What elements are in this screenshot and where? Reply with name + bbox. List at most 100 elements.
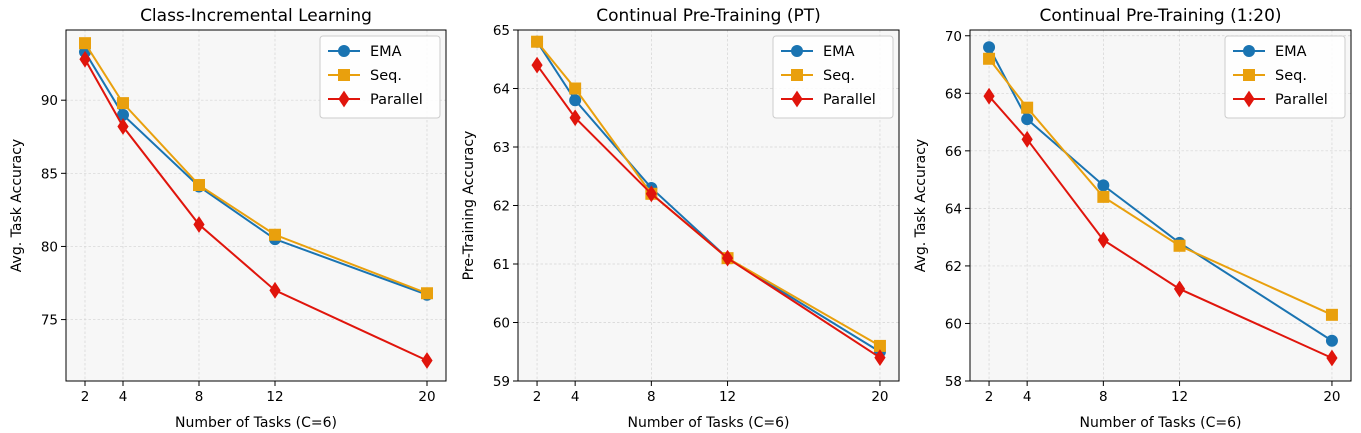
x-axis-label: Number of Tasks (C=6) <box>175 415 337 431</box>
data-point <box>569 82 582 95</box>
data-point <box>1021 130 1033 148</box>
legend-marker <box>1243 45 1255 57</box>
y-axis-label: Avg. Task Accuracy <box>9 139 25 272</box>
data-point <box>269 228 281 241</box>
axes-frame <box>65 29 447 382</box>
legend: EMA Seq. Parallel <box>1224 35 1346 119</box>
legend-box <box>319 35 441 119</box>
y-axis-label: Pre-Training Accuracy <box>461 131 477 281</box>
series-seq <box>983 52 1338 321</box>
chart-title: Continual Pre-Training (PT) <box>596 6 821 26</box>
data-point <box>983 41 996 54</box>
data-point <box>117 97 129 110</box>
chart-title: Continual Pre-Training (1:20) <box>1039 6 1281 26</box>
x-tick-label: 8 <box>647 389 656 405</box>
y-tick-label: 68 <box>945 86 962 102</box>
data-point <box>1021 113 1034 126</box>
x-tick-label: 2 <box>81 389 90 405</box>
chart-panel-3: 2 4 8 12 20 58 60 62 64 66 68 70 Continual Pre-Train… <box>913 6 1352 431</box>
legend-label: EMA <box>1275 44 1307 60</box>
data-point <box>1097 190 1110 203</box>
data-point <box>1326 349 1338 367</box>
data-point <box>117 118 129 135</box>
legend: EMA Seq. Parallel <box>772 35 894 119</box>
data-point <box>983 52 996 65</box>
legend-marker <box>338 69 350 81</box>
data-point <box>79 37 91 50</box>
x-tick-label: 4 <box>1023 389 1032 405</box>
x-tick-label: 20 <box>871 389 888 405</box>
legend-label: Parallel <box>823 92 876 108</box>
x-tick-label: 12 <box>719 389 736 405</box>
legend-marker <box>338 45 350 57</box>
chart-panel-2: 2 4 8 12 20 59 60 61 62 63 64 65 Continual Pre-Train… <box>461 6 900 431</box>
legend-marker <box>338 90 350 108</box>
data-point <box>721 249 734 267</box>
data-point <box>1021 101 1034 114</box>
y-tick-label: 80 <box>41 239 58 255</box>
data-point <box>1173 280 1186 298</box>
y-tick-label: 60 <box>493 316 510 332</box>
legend-label: Parallel <box>370 92 423 108</box>
data-point <box>569 109 581 127</box>
y-tick-label: 63 <box>493 140 510 156</box>
data-point <box>193 179 205 192</box>
legend-label: Seq. <box>823 68 855 84</box>
y-tick-label: 90 <box>41 93 58 109</box>
y-tick-label: 64 <box>493 82 510 98</box>
legend-label: EMA <box>823 44 855 60</box>
legend-marker <box>791 45 803 57</box>
legend-marker <box>791 69 803 81</box>
series-parallel <box>79 50 433 369</box>
y-tick-label: 64 <box>945 201 962 217</box>
data-point <box>79 50 91 68</box>
legend-box <box>772 35 894 119</box>
data-point <box>531 56 543 74</box>
data-point <box>421 352 433 369</box>
x-tick-label: 20 <box>1323 389 1340 405</box>
data-point <box>1325 334 1338 347</box>
y-tick-label: 62 <box>493 199 510 215</box>
data-point <box>874 349 886 367</box>
x-axis-label: Number of Tasks (C=6) <box>1080 415 1242 431</box>
x-tick-label: 12 <box>266 389 283 405</box>
legend-label: EMA <box>370 44 402 60</box>
legend: EMA Seq. Parallel <box>319 35 441 119</box>
legend-box <box>1224 35 1346 119</box>
y-tick-label: 85 <box>41 166 58 182</box>
data-point <box>269 281 281 299</box>
legend-marker <box>1243 69 1255 81</box>
axes-frame <box>969 29 1352 382</box>
y-tick-label: 65 <box>493 23 510 39</box>
y-tick-label: 70 <box>945 29 962 45</box>
legend-marker <box>1243 90 1255 108</box>
chart-panel-1: 2 4 8 12 20 75 80 85 90 Class-Incremental Learnin… <box>9 6 447 431</box>
legend-label: Parallel <box>1275 92 1328 108</box>
legend-marker <box>791 90 803 108</box>
data-point <box>193 216 205 233</box>
y-tick-label: 58 <box>945 374 962 390</box>
data-point <box>645 185 657 203</box>
data-point <box>1325 308 1338 321</box>
chart-title: Class-Incremental Learning <box>140 6 372 26</box>
y-tick-label: 60 <box>945 316 962 332</box>
x-tick-label: 20 <box>418 389 435 405</box>
legend-label: Seq. <box>370 68 402 84</box>
y-tick-label: 62 <box>945 259 962 275</box>
data-point <box>983 87 995 105</box>
x-tick-label: 2 <box>533 389 542 405</box>
series-parallel <box>531 56 886 367</box>
data-point <box>1173 239 1186 252</box>
x-tick-label: 2 <box>985 389 994 405</box>
x-tick-label: 12 <box>1171 389 1188 405</box>
y-tick-label: 66 <box>945 144 962 160</box>
x-tick-label: 8 <box>195 389 204 405</box>
data-point <box>569 94 582 107</box>
y-tick-label: 59 <box>493 374 510 390</box>
x-axis-label: Number of Tasks (C=6) <box>628 415 790 431</box>
y-tick-label: 61 <box>493 257 510 273</box>
x-tick-label: 4 <box>571 389 580 405</box>
x-tick-label: 8 <box>1099 389 1108 405</box>
series-seq <box>79 37 433 300</box>
